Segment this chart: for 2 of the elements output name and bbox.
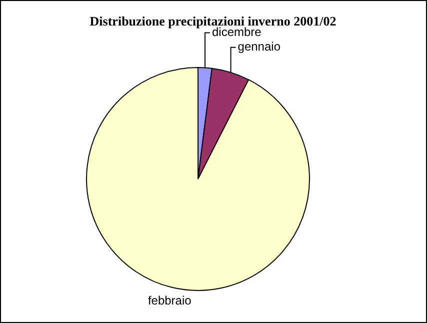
slice-label: gennaio [238,40,281,54]
slice-label: febbraio [148,293,192,308]
